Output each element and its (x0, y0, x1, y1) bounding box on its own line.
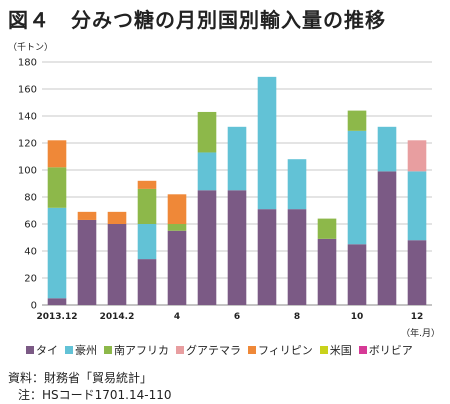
bar-segment-1-6 (227, 126, 247, 191)
legend-label: 豪州 (75, 344, 97, 357)
y-tick-label: 20 (24, 274, 37, 285)
bar-segment-1-3 (137, 224, 157, 260)
x-tick-label: 2014.2 (100, 312, 135, 322)
x-tick-label: 10 (351, 312, 364, 322)
bar-segment-1-0 (47, 207, 67, 299)
bar-segment-1-11 (377, 126, 397, 172)
x-axis-unit-label: （年.月） (401, 327, 440, 339)
bar-segment-2-9 (317, 218, 337, 239)
bar-segment-4-3 (137, 180, 157, 189)
legend-swatch (176, 346, 184, 354)
bar-segment-1-7 (257, 76, 277, 210)
legend-label: フィリピン (258, 344, 313, 357)
x-tick-label: 6 (234, 312, 240, 322)
bar-segment-0-12 (407, 240, 427, 305)
legend-swatch (26, 346, 34, 354)
y-tick-label: 160 (18, 85, 37, 96)
chart-legend: タイ 豪州 南アフリカ グアテマラ フィリピン 米国 ボリビア (26, 342, 413, 358)
y-tick-label: 60 (24, 220, 37, 231)
bar-segment-0-5 (197, 190, 217, 305)
bar-segment-2-5 (197, 111, 217, 153)
y-tick-label: 40 (24, 247, 37, 258)
bar-segment-0-10 (347, 244, 367, 305)
bar-segment-1-12 (407, 171, 427, 241)
x-tick-label: 12 (411, 312, 424, 322)
bar-segment-0-1 (77, 219, 97, 305)
bar-segment-0-4 (167, 230, 187, 305)
x-tick-label: 4 (174, 312, 180, 322)
bar-segment-0-0 (47, 298, 67, 305)
bar-segment-0-7 (257, 209, 277, 305)
bar-segment-2-4 (167, 224, 187, 231)
legend-item: ボリビア (358, 342, 413, 358)
x-tick-label: 8 (294, 312, 300, 322)
note-line: 注：HSコード1701.14-110 (18, 388, 172, 402)
x-axis-ticks: 2013.12 2014.2 4 6 8 10 12 (37, 312, 424, 322)
legend-swatch (65, 346, 73, 354)
bar-segment-1-8 (287, 159, 307, 210)
legend-item: タイ (26, 342, 58, 358)
bar-segment-4-1 (77, 211, 97, 220)
bar-segment-4-4 (167, 194, 187, 224)
bar-segment-0-2 (107, 224, 127, 305)
x-tick-label: 2013.12 (37, 312, 78, 322)
legend-swatch (248, 346, 256, 354)
bar-segment-0-11 (377, 171, 397, 305)
legend-item: 米国 (319, 342, 352, 358)
bar-segment-2-3 (137, 188, 157, 224)
legend-swatch (358, 346, 367, 354)
y-axis-unit-label: （千トン） (8, 43, 54, 53)
bar-segment-4-0 (47, 140, 67, 168)
y-tick-label: 80 (24, 193, 37, 204)
bar-segment-3-12 (407, 140, 427, 172)
y-tick-label: 0 (31, 301, 37, 312)
bar-segment-0-3 (137, 259, 157, 305)
y-tick-label: 140 (18, 112, 37, 123)
bar-segment-2-0 (47, 167, 67, 208)
legend-label: ボリビア (368, 344, 413, 357)
legend-swatch (319, 346, 328, 354)
bar-segment-0-8 (287, 209, 307, 305)
legend-item: 豪州 (65, 342, 97, 358)
y-tick-label: 120 (18, 139, 37, 150)
y-tick-label: 100 (18, 166, 37, 177)
legend-item: 南アフリカ (104, 342, 169, 358)
legend-label: 米国 (329, 344, 352, 357)
source-line: 資料：財務省「貿易統計」 (8, 371, 153, 385)
legend-item: フィリピン (248, 342, 313, 358)
y-axis-ticks: 0 20 40 60 80 100 120 140 160 180 (18, 58, 37, 312)
bar-segment-1-5 (197, 152, 217, 191)
bar-segment-2-10 (347, 110, 367, 131)
bar-segment-0-9 (317, 238, 337, 305)
bars (47, 76, 427, 305)
y-tick-label: 180 (18, 58, 37, 69)
bar-segment-0-6 (227, 190, 247, 305)
chart-title: 図４ 分みつ糖の月別国別輸入量の推移 (8, 8, 386, 32)
legend-label: グアテマラ (186, 344, 241, 357)
bar-segment-1-10 (347, 130, 367, 245)
legend-item: グアテマラ (176, 342, 241, 358)
legend-label: 南アフリカ (114, 344, 169, 357)
legend-swatch (104, 346, 112, 354)
legend-label: タイ (36, 344, 58, 357)
bar-segment-4-2 (107, 211, 127, 224)
source-notes: 資料：財務省「貿易統計」 注：HSコード1701.14-110 (8, 370, 172, 404)
